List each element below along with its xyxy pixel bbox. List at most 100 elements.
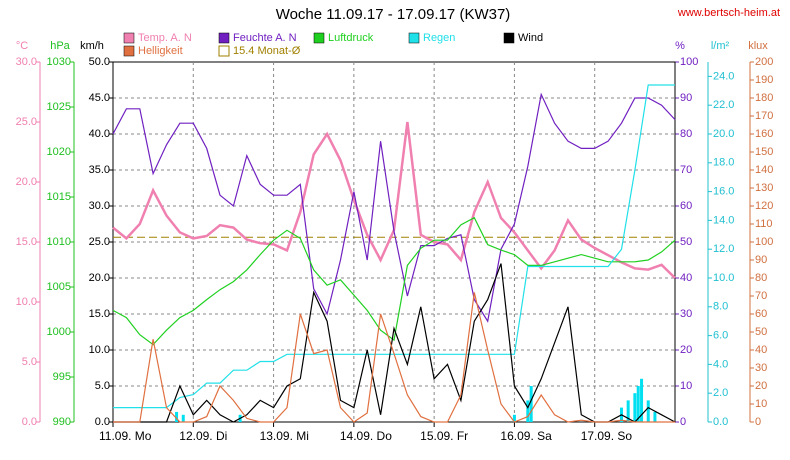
- y-tick-label: 20: [755, 380, 767, 392]
- y-tick-label: 8.0: [713, 301, 728, 313]
- legend-swatch: [123, 32, 135, 44]
- y-tick-label: 15.0: [16, 236, 37, 248]
- y-tick-label: 20.0: [89, 272, 110, 284]
- y-tick-label: 2.0: [713, 387, 728, 399]
- y-tick-label: 30.0: [16, 56, 37, 68]
- y-tick-label: 18.0: [713, 157, 734, 169]
- legend-label: Feuchte A. N: [233, 32, 297, 44]
- y-tick-label: 6.0: [713, 330, 728, 342]
- x-tick-label: 16.09. Sa: [500, 429, 552, 443]
- y-tick-label: 70: [755, 290, 767, 302]
- rain-bar: [653, 411, 657, 422]
- y-tick-label: 70: [680, 164, 692, 176]
- x-tick-label: 15.09. Fr: [420, 429, 468, 443]
- legend-swatch: [503, 32, 515, 44]
- y-tick-label: 24.0: [713, 70, 734, 82]
- y-tick-label: 0.0: [713, 416, 728, 428]
- rain-bar: [512, 414, 516, 422]
- y-tick-label: 90: [755, 254, 767, 266]
- rain-bar: [181, 414, 185, 422]
- y-tick-label: 14.0: [713, 214, 734, 226]
- y-tick-label: 35.0: [89, 164, 110, 176]
- axis-label: l/m²: [711, 40, 730, 52]
- rain-bar: [526, 400, 530, 422]
- y-tick-label: 1010: [47, 236, 71, 248]
- y-tick-label: 25.0: [16, 116, 37, 128]
- y-tick-label: 25.0: [89, 236, 110, 248]
- y-tick-label: 0.0: [22, 416, 37, 428]
- y-tick-label: 5.0: [95, 380, 110, 392]
- x-tick-label: 14.09. Do: [340, 429, 392, 443]
- y-tick-label: 990: [53, 416, 71, 428]
- y-tick-label: 100: [680, 56, 698, 68]
- y-tick-label: 190: [755, 74, 773, 86]
- y-tick-label: 1015: [47, 191, 71, 203]
- x-tick-label: 12.09. Di: [179, 429, 227, 443]
- axis-label: %: [675, 40, 685, 52]
- legend-swatch: [123, 45, 135, 57]
- y-tick-label: 140: [755, 164, 773, 176]
- y-tick-label: 50: [680, 236, 692, 248]
- rain-bar: [646, 400, 650, 422]
- y-tick-label: 0.0: [95, 416, 110, 428]
- y-tick-label: 10.0: [89, 344, 110, 356]
- rain-bar: [636, 386, 640, 422]
- y-tick-label: 20.0: [16, 176, 37, 188]
- y-tick-label: 16.0: [713, 186, 734, 198]
- y-tick-label: 130: [755, 182, 773, 194]
- y-tick-label: 40: [755, 344, 767, 356]
- series-line: [113, 263, 676, 423]
- y-tick-label: 200: [755, 56, 773, 68]
- y-tick-label: 110: [755, 218, 773, 230]
- y-tick-label: 40: [680, 272, 692, 284]
- y-tick-label: 50: [755, 326, 767, 338]
- rain-bar: [529, 386, 533, 422]
- y-tick-label: 0: [680, 416, 686, 428]
- x-tick-label: 17.09. So: [581, 429, 633, 443]
- y-tick-label: 1020: [47, 146, 71, 158]
- series-line: [112, 216, 676, 346]
- rain-bar: [640, 378, 644, 422]
- legend-swatch: [408, 32, 420, 44]
- y-tick-label: 60: [755, 308, 767, 320]
- x-tick-label: 13.09. Mi: [260, 429, 309, 443]
- y-tick-label: 30.0: [89, 200, 110, 212]
- y-tick-label: 180: [755, 92, 773, 104]
- axis-label: klux: [748, 40, 768, 52]
- y-tick-label: 45.0: [89, 92, 110, 104]
- y-tick-label: 10: [755, 398, 767, 410]
- y-tick-label: 1025: [47, 101, 71, 113]
- legend-swatch: [218, 45, 230, 57]
- y-tick-label: 90: [680, 92, 692, 104]
- y-tick-label: 40.0: [89, 128, 110, 140]
- y-tick-label: 80: [755, 272, 767, 284]
- legend-label: Wind: [518, 32, 543, 44]
- source: www.bertsch-heim.at: [677, 7, 780, 19]
- legend-label: Regen: [423, 32, 455, 44]
- legend-swatch: [218, 32, 230, 44]
- y-tick-label: 80: [680, 128, 692, 140]
- y-tick-label: 12.0: [713, 243, 734, 255]
- legend-label: Temp. A. N: [138, 32, 192, 44]
- chart-title: Woche 11.09.17 - 17.09.17 (KW37): [276, 6, 511, 23]
- y-tick-label: 20.0: [713, 128, 734, 140]
- y-tick-label: 1000: [47, 326, 71, 338]
- legend-swatch: [313, 32, 325, 44]
- legend-label: 15.4 Monat-Ø: [233, 45, 301, 57]
- x-tick-label: 11.09. Mo: [99, 429, 152, 443]
- axis-label: km/h: [80, 40, 104, 52]
- y-tick-label: 10.0: [713, 272, 734, 284]
- y-tick-label: 1005: [47, 281, 71, 293]
- plot-border: [112, 61, 676, 423]
- series-line: [112, 92, 676, 323]
- legend-label: Luftdruck: [328, 32, 374, 44]
- series-line: [113, 292, 675, 423]
- rain-bar: [175, 411, 179, 422]
- y-tick-label: 20: [680, 344, 692, 356]
- y-tick-label: 120: [755, 200, 773, 212]
- y-tick-label: 160: [755, 128, 773, 140]
- rain-bar: [633, 393, 637, 422]
- y-tick-label: 30: [680, 308, 692, 320]
